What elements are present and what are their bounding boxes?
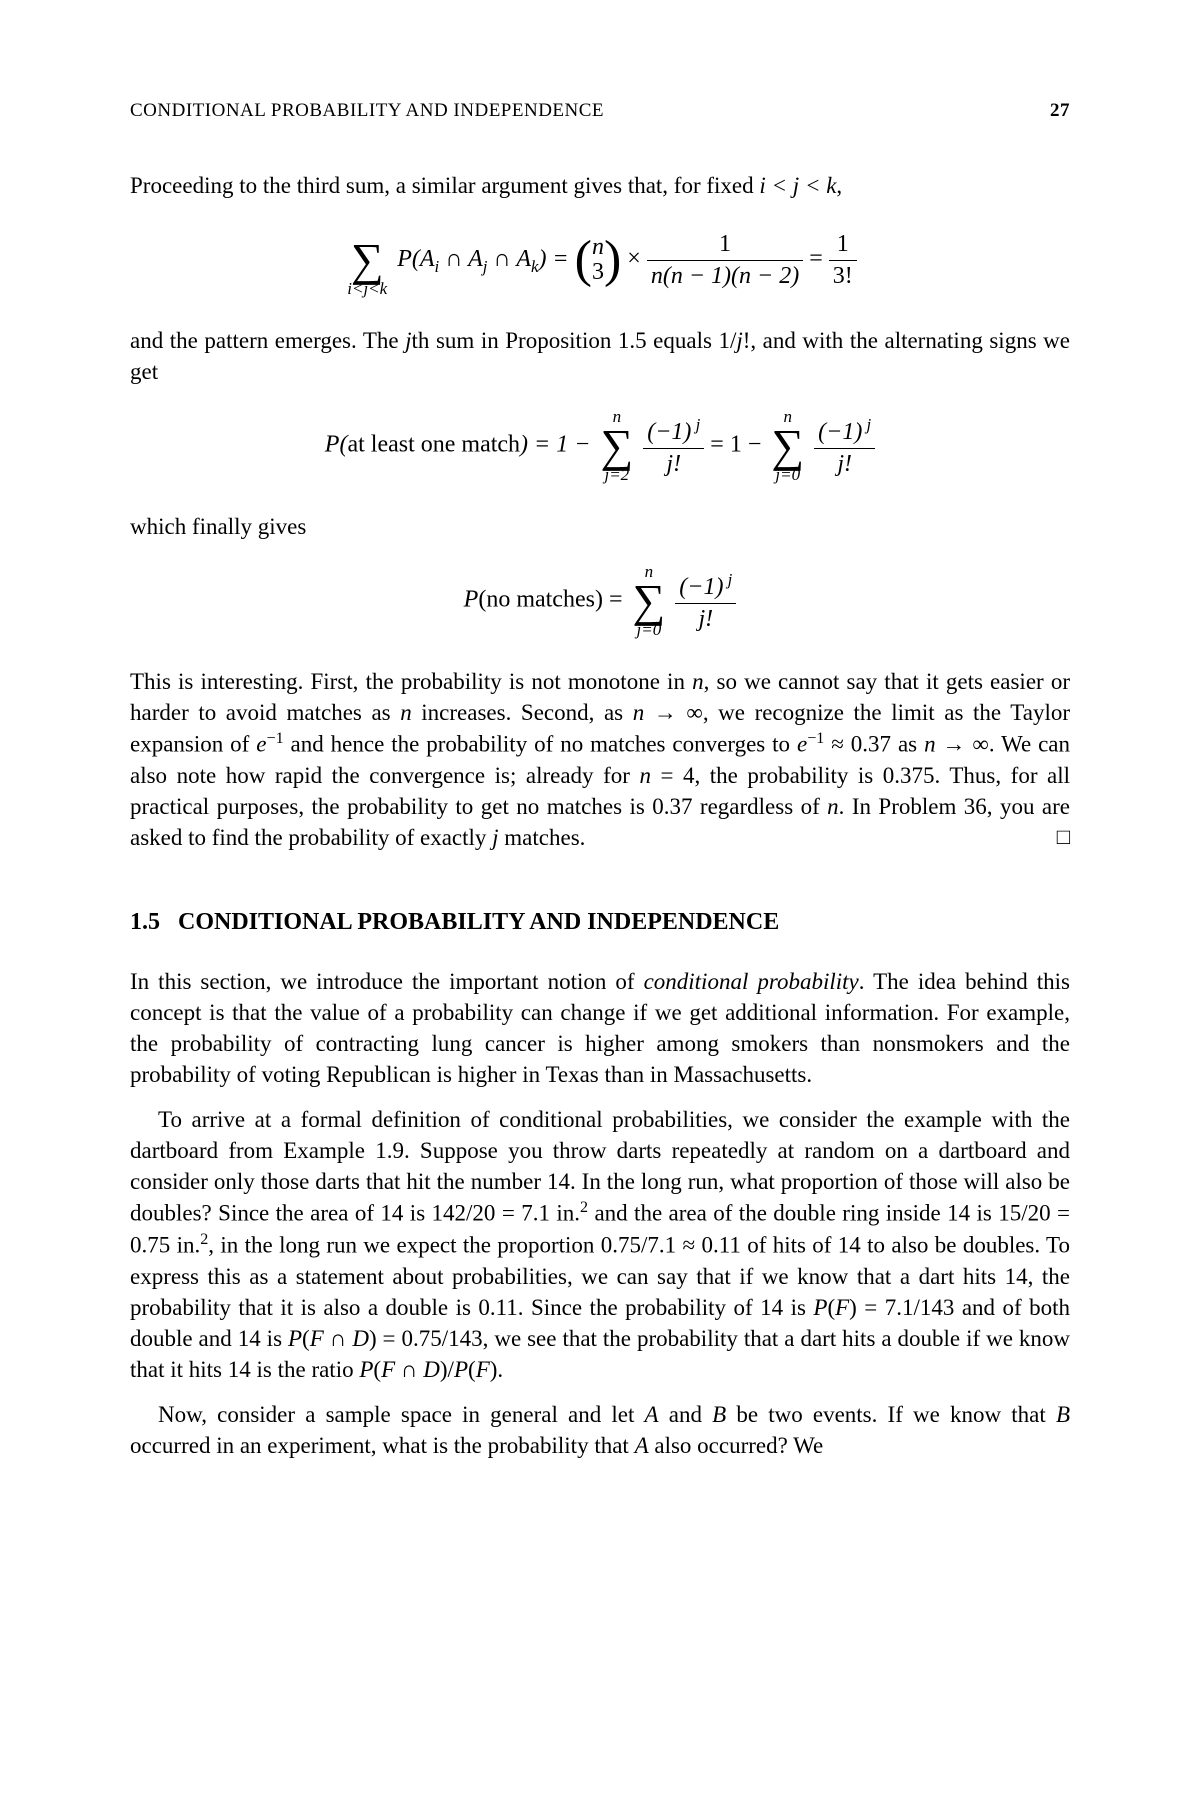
numerator: (−1) j xyxy=(814,415,875,449)
paragraph-6: To arrive at a formal definition of cond… xyxy=(130,1104,1070,1385)
numerator: (−1) j xyxy=(643,415,704,449)
running-header: CONDITIONAL PROBABILITY AND INDEPENDENCE… xyxy=(130,100,1070,122)
sum-lower: j=0 xyxy=(771,465,804,485)
mid: = 1 − xyxy=(710,432,767,458)
text: In this section, we introduce the import… xyxy=(130,969,644,994)
binom-top: n xyxy=(592,235,604,260)
section-heading: 1.5 CONDITIONAL PROBABILITY AND INDEPEND… xyxy=(130,909,1070,936)
page: CONDITIONAL PROBABILITY AND INDEPENDENCE… xyxy=(0,0,1200,1812)
denominator: 3! xyxy=(829,261,857,290)
text: th sum in Proposition 1.5 equals 1/ xyxy=(412,328,737,353)
denominator: j! xyxy=(643,449,704,478)
lhs: P(no matches) = xyxy=(464,587,629,613)
paragraph-4: This is interesting. First, the probabil… xyxy=(130,666,1070,853)
fraction-2: 1 3! xyxy=(829,231,857,290)
denominator: j! xyxy=(675,604,736,633)
paragraph-7: Now, consider a sample space in general … xyxy=(130,1399,1070,1461)
text: and the pattern emerges. The xyxy=(130,328,405,353)
sum-symbol: n ∑ j=0 xyxy=(771,407,804,485)
sum-symbol: ∑ i<j<k xyxy=(347,221,387,299)
page-number: 27 xyxy=(1050,100,1070,122)
numerator: (−1) j xyxy=(675,570,736,604)
denominator: j! xyxy=(814,449,875,478)
equation-3: P(no matches) = n ∑ j=0 (−1) j j! xyxy=(130,562,1070,640)
section-number: 1.5 xyxy=(130,909,160,935)
lhs: P(Ai ∩ Aj ∩ Ak) = xyxy=(397,246,574,272)
equation-1: ∑ i<j<k P(Ai ∩ Aj ∩ Ak) = (n3) × 1 n(n −… xyxy=(130,221,1070,299)
denominator: n(n − 1)(n − 2) xyxy=(647,261,803,290)
sum-lower: j=2 xyxy=(600,465,633,485)
numerator: 1 xyxy=(647,231,803,261)
emphasis: conditional probability xyxy=(644,969,859,994)
binom-bot: 3 xyxy=(592,260,604,285)
math-inline: i < j < k xyxy=(759,173,836,198)
qed-box: □ xyxy=(1057,822,1070,852)
paragraph-1: Proceeding to the third sum, a similar a… xyxy=(130,170,1070,201)
fraction: (−1) j j! xyxy=(643,415,704,478)
paragraph-5: In this section, we introduce the import… xyxy=(130,966,1070,1090)
lhs: P(at least one match) = 1 − xyxy=(325,432,597,458)
fraction: (−1) j j! xyxy=(675,570,736,633)
section-title-text: CONDITIONAL PROBABILITY AND INDEPENDENCE xyxy=(178,909,779,935)
equation-2: P(at least one match) = 1 − n ∑ j=2 (−1)… xyxy=(130,407,1070,485)
fraction-1: 1 n(n − 1)(n − 2) xyxy=(647,231,803,290)
paragraph-2: and the pattern emerges. The jth sum in … xyxy=(130,325,1070,387)
sum-symbol: n ∑ j=0 xyxy=(632,562,665,640)
sum-lower: i<j<k xyxy=(347,279,387,299)
numerator: 1 xyxy=(829,231,857,261)
sum-symbol: n ∑ j=2 xyxy=(600,407,633,485)
equals: = xyxy=(809,246,829,272)
fraction: (−1) j j! xyxy=(814,415,875,478)
paragraph-3: which finally gives xyxy=(130,511,1070,542)
header-title: CONDITIONAL PROBABILITY AND INDEPENDENCE xyxy=(130,100,604,122)
binomial: (n3) xyxy=(575,235,622,285)
text: Proceeding to the third sum, a similar a… xyxy=(130,173,759,198)
sum-lower: j=0 xyxy=(632,620,665,640)
times: × xyxy=(627,246,647,272)
